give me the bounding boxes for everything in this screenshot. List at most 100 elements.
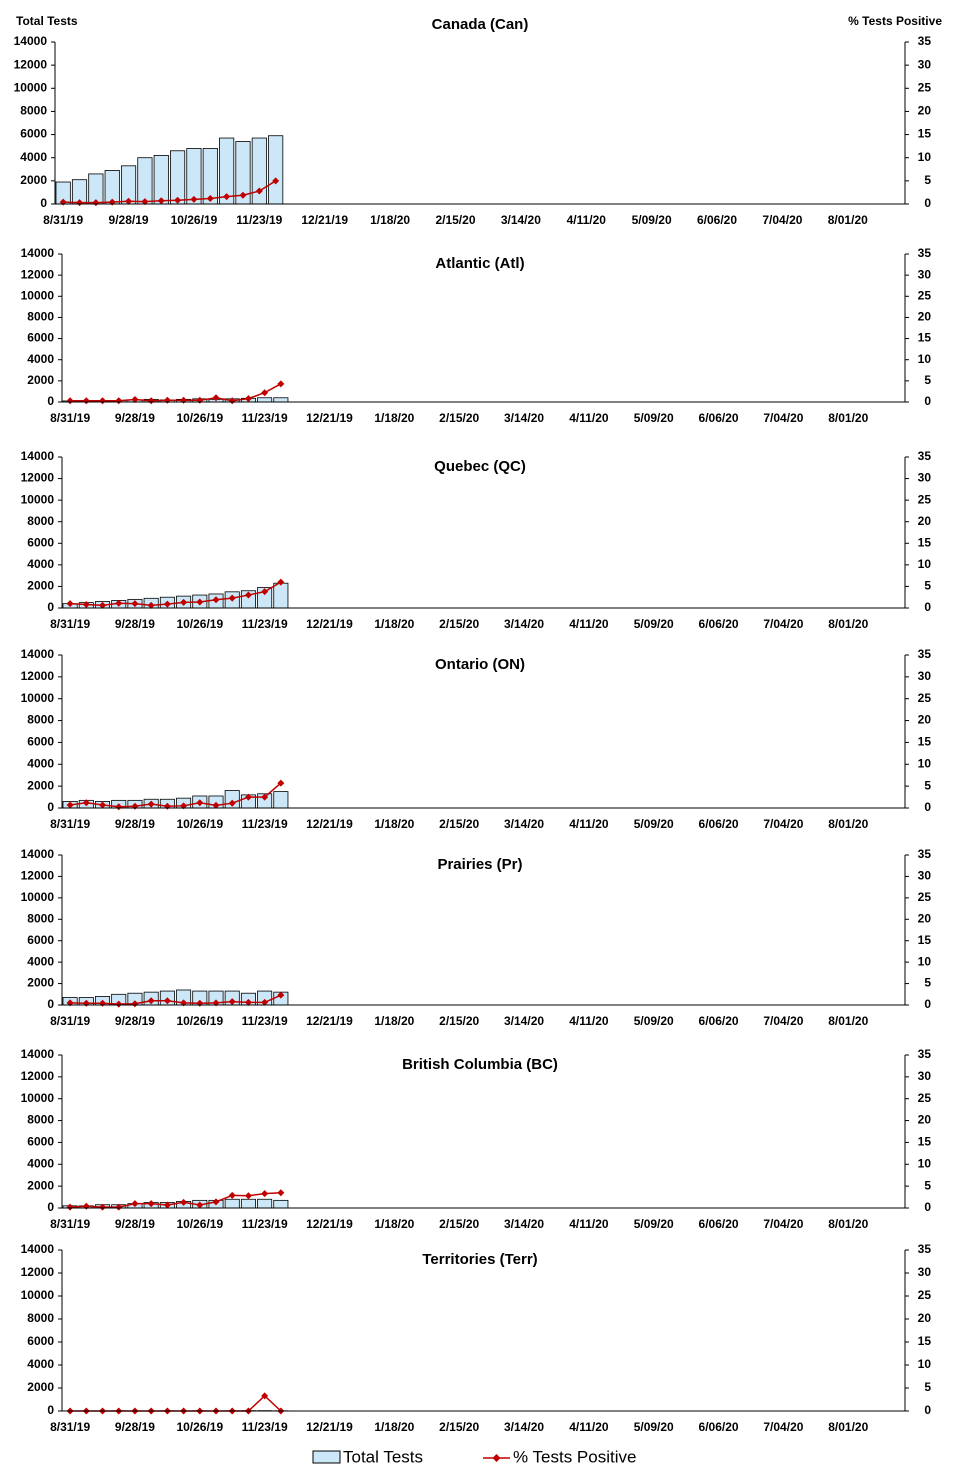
line-marker	[115, 599, 123, 607]
legend: Total Tests % Tests Positive	[312, 1447, 636, 1466]
y-tick-label: 6000	[20, 127, 47, 141]
line-marker	[147, 1200, 155, 1208]
x-tick-label: 12/21/19	[301, 213, 348, 227]
x-tick-label: 2/15/20	[439, 411, 479, 425]
line-marker	[261, 1190, 269, 1198]
line-marker	[174, 196, 182, 204]
x-tick-label: 9/28/19	[115, 617, 155, 631]
x-tick-label: 11/23/19	[242, 1420, 288, 1434]
y-tick-label: 4000	[20, 150, 47, 164]
y2-tick-label: 30	[918, 1265, 932, 1279]
y-tick-label: 10000	[21, 691, 55, 705]
line-marker	[131, 600, 139, 608]
y2-tick-label: 15	[918, 735, 932, 749]
bar	[240, 1198, 256, 1209]
line-marker	[212, 801, 220, 809]
x-tick-label: 12/21/19	[306, 1217, 353, 1231]
x-tick-label: 6/06/20	[699, 817, 739, 831]
x-tick-label: 6/06/20	[697, 213, 737, 227]
line-marker	[244, 395, 252, 403]
y2-tick-label: 20	[918, 911, 932, 925]
line-marker	[261, 998, 269, 1006]
x-tick-label: 3/14/20	[504, 1217, 544, 1231]
x-tick-label: 10/26/19	[171, 213, 218, 227]
line-marker	[180, 598, 188, 606]
line-marker	[99, 801, 107, 809]
y2-tick-label: 5	[924, 778, 931, 792]
y2-tick-label: 10	[918, 1357, 932, 1371]
line-marker	[212, 1198, 220, 1206]
line-marker	[223, 193, 231, 201]
y-tick-label: 12000	[21, 1265, 55, 1279]
x-tick-label: 10/26/19	[176, 1014, 223, 1028]
x-tick-label: 7/04/20	[763, 1420, 803, 1434]
y-tick-label: 12000	[21, 1069, 55, 1083]
y2-tick-label: 35	[918, 1047, 932, 1061]
x-tick-label: 10/26/19	[176, 1420, 223, 1434]
y2-tick-label: 35	[918, 449, 932, 463]
x-tick-label: 9/28/19	[115, 1014, 155, 1028]
y2-tick-label: 30	[918, 471, 932, 485]
line-marker	[125, 197, 133, 205]
y2-tick-label: 0	[924, 997, 931, 1011]
y-tick-label: 10000	[14, 80, 48, 94]
y-tick-label: 12000	[21, 471, 55, 485]
x-tick-label: 1/18/20	[374, 617, 414, 631]
y-tick-label: 8000	[27, 514, 54, 528]
x-tick-label: 3/14/20	[504, 617, 544, 631]
line-marker	[244, 793, 252, 801]
x-tick-label: 5/09/20	[634, 1420, 674, 1434]
line-marker	[228, 998, 236, 1006]
y-tick-label: 6000	[27, 933, 54, 947]
x-tick-label: 5/09/20	[634, 617, 674, 631]
bar	[170, 150, 186, 205]
x-tick-label: 12/21/19	[306, 411, 353, 425]
x-tick-label: 8/31/19	[43, 213, 83, 227]
x-tick-label: 7/04/20	[763, 617, 803, 631]
x-tick-label: 11/23/19	[242, 817, 288, 831]
x-tick-label: 4/11/20	[569, 817, 609, 831]
x-tick-label: 3/14/20	[504, 1014, 544, 1028]
y2-tick-label: 25	[918, 1091, 932, 1105]
y-tick-label: 10000	[21, 492, 55, 506]
line-marker	[244, 591, 252, 599]
y-tick-label: 8000	[27, 911, 54, 925]
x-tick-label: 6/06/20	[699, 617, 739, 631]
x-tick-label: 1/18/20	[370, 213, 410, 227]
y-tick-label: 4000	[27, 756, 54, 770]
y2-tick-label: 10	[918, 1156, 932, 1170]
line-marker	[141, 198, 149, 206]
x-tick-label: 2/15/20	[435, 213, 475, 227]
line-marker	[115, 1000, 123, 1008]
line-marker	[147, 800, 155, 808]
line-marker	[212, 394, 220, 402]
y-tick-label: 4000	[27, 1357, 54, 1371]
line-marker	[163, 600, 171, 608]
y-tick-label: 8000	[27, 310, 54, 324]
y-tick-label: 14000	[21, 647, 55, 661]
y-tick-label: 14000	[21, 1242, 55, 1256]
line-marker	[180, 396, 188, 404]
line-marker	[66, 1203, 74, 1211]
x-tick-label: 12/21/19	[306, 817, 353, 831]
line-marker	[115, 397, 123, 405]
line-marker	[196, 799, 204, 807]
line-marker	[82, 601, 90, 609]
line-marker	[147, 397, 155, 405]
line-marker	[163, 997, 171, 1005]
y2-tick-label: 15	[918, 933, 932, 947]
x-tick-label: 8/01/20	[828, 1217, 868, 1231]
line-marker	[239, 191, 247, 199]
x-tick-label: 12/21/19	[306, 1014, 353, 1028]
x-tick-label: 3/14/20	[504, 1420, 544, 1434]
y2-tick-label: 0	[924, 1200, 931, 1214]
x-tick-label: 4/11/20	[569, 1014, 609, 1028]
y-tick-label: 2000	[27, 976, 54, 990]
y-tick-label: 12000	[14, 57, 48, 71]
line-marker	[244, 1192, 252, 1200]
y2-tick-label: 25	[918, 492, 932, 506]
line-marker	[228, 594, 236, 602]
legend-marker	[492, 1454, 501, 1462]
y2-tick-label: 25	[918, 691, 932, 705]
